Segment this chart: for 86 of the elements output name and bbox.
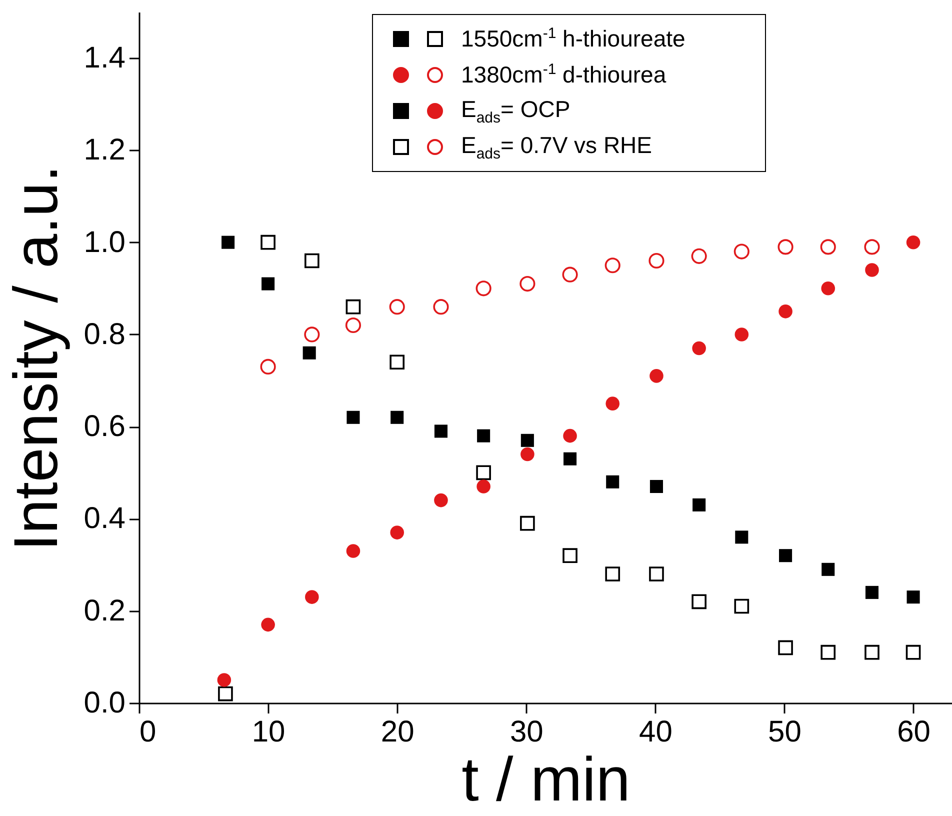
point — [562, 548, 578, 564]
point — [477, 429, 490, 442]
point — [906, 590, 920, 604]
point — [562, 266, 578, 282]
point — [304, 253, 320, 268]
annotation: E$_{ads}$= 0.7V vs RHE — [461, 132, 652, 162]
point — [564, 452, 577, 466]
y-axis-title: Intensity / a.u. — [2, 165, 71, 551]
annotation: 1380cm$^{-1}$ d-thiourea — [461, 61, 666, 89]
point — [691, 248, 707, 264]
point — [345, 317, 362, 334]
point — [218, 686, 233, 702]
point — [648, 252, 664, 269]
point — [692, 341, 706, 356]
point — [692, 594, 706, 610]
x-tick-label: 20 — [380, 716, 414, 748]
point — [604, 258, 620, 274]
y-tick-label: 0.4 — [84, 502, 126, 536]
point — [779, 549, 792, 562]
point — [865, 586, 879, 599]
point — [520, 434, 534, 447]
y-tick-label: 1.2 — [84, 134, 126, 167]
point — [389, 299, 405, 315]
point — [476, 280, 492, 296]
point — [649, 566, 664, 582]
point — [650, 369, 664, 383]
point — [346, 544, 360, 558]
point — [222, 236, 235, 249]
point — [606, 475, 620, 488]
x-tick-label: 30 — [510, 716, 544, 748]
point — [346, 410, 360, 424]
point — [520, 276, 536, 292]
y-tick-label: 0.2 — [84, 594, 126, 628]
annotation: 1550cm$^{-1}$ h-thioureate — [461, 25, 686, 53]
point — [605, 566, 620, 582]
x-tick-label: 40 — [639, 716, 672, 748]
point — [520, 516, 535, 531]
point — [778, 239, 794, 255]
point — [305, 590, 319, 604]
point — [476, 480, 490, 494]
point — [820, 239, 836, 255]
point — [692, 498, 706, 512]
y-tick-label: 0.8 — [84, 318, 126, 351]
point — [778, 304, 792, 318]
point — [217, 673, 232, 687]
x-axis-title: t / min — [462, 746, 630, 814]
point — [261, 618, 275, 632]
point — [864, 239, 880, 255]
x-tick-label: 50 — [768, 716, 802, 748]
point — [734, 598, 750, 614]
point — [434, 424, 448, 438]
point — [262, 277, 275, 290]
point — [476, 465, 491, 480]
point — [260, 234, 276, 250]
point — [302, 346, 316, 360]
x-tick-label: 60 — [897, 716, 930, 748]
y-tick-label: 0.0 — [84, 686, 126, 720]
point — [346, 299, 361, 314]
point — [520, 447, 534, 462]
point — [606, 396, 620, 410]
point — [906, 644, 921, 660]
point — [734, 244, 750, 260]
point — [434, 493, 448, 508]
point — [563, 428, 577, 443]
point — [865, 263, 879, 277]
point — [778, 640, 793, 656]
point — [822, 562, 835, 576]
point — [906, 235, 920, 250]
point — [820, 644, 836, 660]
point — [390, 410, 404, 424]
point — [735, 530, 748, 544]
annotation: E$_{ads}$= OCP — [461, 96, 570, 126]
y-tick-label: 1.4 — [84, 42, 126, 75]
y-tick-label: 0.6 — [84, 410, 126, 444]
point — [260, 358, 276, 374]
point — [390, 526, 404, 540]
point — [304, 326, 320, 342]
point — [734, 328, 749, 342]
y-tick-label: 1.0 — [84, 226, 126, 259]
x-tick-label: 10 — [252, 716, 286, 748]
point — [390, 354, 405, 370]
point — [821, 282, 836, 296]
point — [433, 299, 449, 315]
x-tick-label: 0 — [140, 716, 156, 748]
point — [650, 480, 663, 494]
point — [864, 644, 880, 660]
